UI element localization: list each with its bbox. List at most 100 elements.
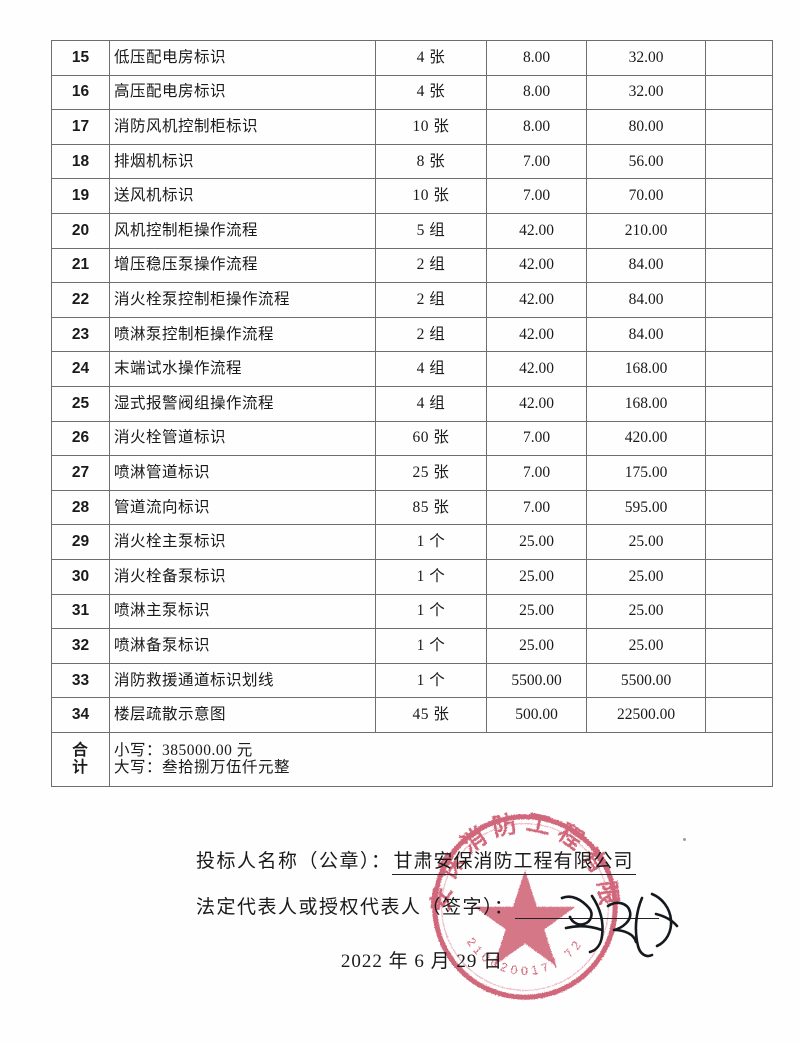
cell-name: 喷淋主泵标识 [109,593,376,630]
cell-name: 送风机标识 [109,178,376,214]
cell-remark [705,351,773,387]
cell-amount: 5500.00 [586,662,706,699]
cell-remark [705,178,773,214]
cell-price: 500.00 [486,697,587,733]
cell-no: 19 [51,178,110,214]
cell-name: 消火栓泵控制柜操作流程 [109,282,376,318]
cell-amount: 84.00 [586,247,706,284]
table-row: 32 喷淋备泵标识 1 个 25.00 25.00 [51,628,773,664]
representative-line: 法定代表人或授权代表人（签字）： [0,892,800,938]
representative-label: 法定代表人或授权代表人（签字）： [196,897,515,918]
cell-qty: 1 个 [375,593,487,630]
cell-amount: 80.00 [586,109,706,145]
cell-name: 消防救援通道标识划线 [109,662,376,699]
table-row: 21 增压稳压泵操作流程 2 组 42.00 84.00 [51,247,773,284]
total-amount-cell: 小写：385000.00 元大写：叁拾捌万伍仟元整 [109,731,773,787]
cell-qty: 60 张 [375,420,487,457]
table-row: 28 管道流向标识 85 张 7.00 595.00 [51,489,773,526]
total-label: 合计 [51,731,110,787]
cell-qty: 4 张 [375,74,487,111]
cell-price: 8.00 [486,74,587,111]
cell-name: 低压配电房标识 [109,40,376,76]
cell-price: 25.00 [486,558,587,595]
cell-no: 27 [51,455,110,491]
cell-qty: 2 组 [375,282,487,318]
cell-qty: 2 组 [375,316,487,353]
cell-no: 33 [51,662,110,699]
cell-qty: 1 个 [375,662,487,699]
cell-price: 7.00 [486,178,587,214]
cell-price: 8.00 [486,109,587,145]
table-row: 34 楼层疏散示意图 45 张 500.00 22500.00 [51,697,773,733]
cell-name: 消火栓管道标识 [109,420,376,457]
cell-remark [705,247,773,284]
cell-amount: 32.00 [586,40,706,76]
table-body: 15 低压配电房标识 4 张 8.00 32.00 16 高压配电房标识 4 张 8.00 32.… [51,40,773,787]
cell-name: 楼层疏散示意图 [109,697,376,733]
cell-amount: 22500.00 [586,697,706,733]
cell-qty: 25 张 [375,455,487,491]
signature-field[interactable] [514,898,659,919]
cell-amount: 25.00 [586,558,706,595]
cell-qty: 8 张 [375,143,487,180]
cell-price: 7.00 [486,143,587,180]
cell-no: 25 [51,385,110,422]
cell-price: 42.00 [486,247,587,284]
cell-name: 高压配电房标识 [109,74,376,111]
cell-price: 5500.00 [486,662,587,699]
cell-qty: 10 张 [375,178,487,214]
cell-qty: 4 张 [375,40,487,76]
cell-remark [705,282,773,318]
cell-amount: 595.00 [586,489,706,526]
cell-price: 42.00 [486,351,587,387]
cell-no: 28 [51,489,110,526]
cell-no: 23 [51,316,110,353]
cell-remark [705,143,773,180]
cell-remark [705,385,773,422]
cell-price: 25.00 [486,593,587,630]
table-row: 30 消火栓备泵标识 1 个 25.00 25.00 [51,558,773,595]
cell-remark [705,697,773,733]
cell-remark [705,74,773,111]
cell-amount: 175.00 [586,455,706,491]
cell-price: 42.00 [486,212,587,249]
table-row: 19 送风机标识 10 张 7.00 70.00 [51,178,773,214]
cell-name: 喷淋泵控制柜操作流程 [109,316,376,353]
cell-remark [705,109,773,145]
cell-no: 20 [51,212,110,249]
cell-qty: 2 组 [375,247,487,284]
bidder-name-line: 投标人名称（公章）： 甘肃安保消防工程有限公司 [0,846,800,892]
document-date: 2022 年 6 月 29 日 [340,951,504,972]
cell-no: 26 [51,420,110,457]
cell-name: 消防风机控制柜标识 [109,109,376,145]
table-row: 16 高压配电房标识 4 张 8.00 32.00 [51,74,773,111]
cell-amount: 84.00 [586,316,706,353]
total-label-line2: 计 [72,759,89,777]
cell-price: 42.00 [486,316,587,353]
cell-amount: 56.00 [586,143,706,180]
cell-amount: 168.00 [586,351,706,387]
cell-name: 管道流向标识 [109,489,376,526]
cell-price: 7.00 [486,489,587,526]
cell-amount: 25.00 [586,593,706,630]
cell-amount: 420.00 [586,420,706,457]
cell-remark [705,489,773,526]
cell-no: 15 [51,40,110,76]
cell-price: 25.00 [486,524,587,560]
cell-name: 增压稳压泵操作流程 [109,247,376,284]
cell-remark [705,212,773,249]
cell-name: 消火栓备泵标识 [109,558,376,595]
cell-qty: 1 个 [375,558,487,595]
cell-name: 末端试水操作流程 [109,351,376,387]
table-row: 31 喷淋主泵标识 1 个 25.00 25.00 [51,593,773,630]
cell-remark [705,628,773,664]
cell-no: 34 [51,697,110,733]
cell-no: 22 [51,282,110,318]
cell-no: 32 [51,628,110,664]
cell-no: 31 [51,593,110,630]
cell-name: 排烟机标识 [109,143,376,180]
cell-remark [705,662,773,699]
cell-no: 24 [51,351,110,387]
cell-name: 风机控制柜操作流程 [109,212,376,249]
table-row: 22 消火栓泵控制柜操作流程 2 组 42.00 84.00 [51,282,773,318]
